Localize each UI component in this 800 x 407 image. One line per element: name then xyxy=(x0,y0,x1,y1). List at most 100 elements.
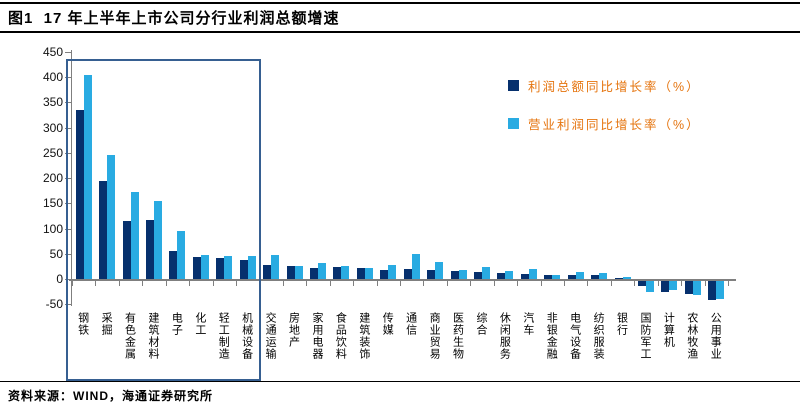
category-label-公用事业: 公用事业 xyxy=(709,312,723,360)
category-label-轻工制造: 轻工制造 xyxy=(217,312,231,360)
y-axis-label: 250 xyxy=(42,145,63,160)
category-label-房地产: 房地产 xyxy=(287,312,301,348)
bar-国防军工-operating-profit xyxy=(646,281,654,293)
category-label-采掘: 采掘 xyxy=(100,312,114,336)
bar-有色金属-total-profit xyxy=(122,220,131,279)
bar-汽车-operating-profit xyxy=(528,268,537,279)
category-label-商业贸易: 商业贸易 xyxy=(428,312,442,360)
bar-家用电器-total-profit xyxy=(310,268,318,279)
category-label-机械设备: 机械设备 xyxy=(240,312,254,360)
bar-农林牧渔-operating-profit xyxy=(692,281,701,295)
x-axis-tick xyxy=(189,281,191,286)
bar-通信-operating-profit xyxy=(411,254,420,279)
category-label-农林牧渔: 农林牧渔 xyxy=(685,312,699,360)
x-axis-tick xyxy=(236,281,237,286)
x-axis-tick xyxy=(587,281,589,286)
bar-机械设备-total-profit xyxy=(239,259,248,279)
bar-采掘-total-profit xyxy=(99,181,108,279)
bar-传媒-operating-profit xyxy=(388,265,397,279)
highlight-box xyxy=(66,59,262,381)
bar-银行-operating-profit xyxy=(622,277,631,279)
bar-建筑材料-total-profit xyxy=(146,220,154,279)
x-axis-tick xyxy=(306,281,308,286)
legend-label-operating-profit-growth: 营业利润同比增长率（%） xyxy=(528,118,701,132)
bar-计算机-operating-profit xyxy=(669,281,678,290)
bar-化工-total-profit xyxy=(192,257,201,279)
bar-房地产-operating-profit xyxy=(294,265,303,279)
bar-采掘-operating-profit xyxy=(107,155,116,279)
x-axis-tick xyxy=(376,281,378,286)
bar-商业贸易-operating-profit xyxy=(435,262,444,279)
y-axis-tick xyxy=(65,52,71,53)
x-axis-tick xyxy=(118,281,120,286)
bar-传媒-total-profit xyxy=(380,269,389,279)
bar-非银金融-operating-profit xyxy=(552,275,561,279)
bar-轻工制造-total-profit xyxy=(216,257,225,279)
y-axis-label: 450 xyxy=(42,45,63,59)
bar-食品饮料-operating-profit xyxy=(341,265,350,279)
x-axis-tick xyxy=(95,281,97,286)
category-label-传媒: 传媒 xyxy=(381,312,395,336)
bar-有色金属-operating-profit xyxy=(130,192,139,279)
bar-医药生物-operating-profit xyxy=(458,269,467,279)
category-label-建筑材料: 建筑材料 xyxy=(146,312,160,360)
bar-电子-operating-profit xyxy=(177,231,186,279)
x-axis-tick xyxy=(540,281,542,286)
category-label-非银金融: 非银金融 xyxy=(545,312,559,360)
category-label-计算机: 计算机 xyxy=(662,312,676,348)
bar-建筑材料-operating-profit xyxy=(154,201,162,279)
x-axis-tick xyxy=(212,281,214,286)
x-axis-tick xyxy=(72,281,73,286)
bar-房地产-total-profit xyxy=(286,265,295,279)
x-axis-tick xyxy=(634,281,636,286)
bar-电子-total-profit xyxy=(169,251,178,279)
y-axis-label: 0 xyxy=(56,272,63,286)
legend-label-total-profit-growth: 利润总额同比增长率（%） xyxy=(528,80,701,94)
category-label-通信: 通信 xyxy=(404,312,418,336)
bar-公用事业-operating-profit xyxy=(716,281,725,299)
bar-国防军工-total-profit xyxy=(638,281,646,287)
bar-计算机-total-profit xyxy=(661,281,670,293)
y-axis-label: 100 xyxy=(42,221,63,236)
x-axis-tick xyxy=(165,281,167,286)
y-axis-label: 400 xyxy=(42,70,63,85)
y-axis-line xyxy=(71,50,72,307)
chart-legend: 利润总额同比增长率（%） 营业利润同比增长率（%） xyxy=(508,76,701,152)
source-rule xyxy=(0,381,800,382)
legend-swatch-dark-icon xyxy=(508,80,519,91)
category-label-建筑装饰: 建筑装饰 xyxy=(357,312,371,360)
bar-化工-operating-profit xyxy=(200,255,209,279)
bar-休闲服务-operating-profit xyxy=(505,270,514,279)
x-axis-tick xyxy=(423,281,425,286)
y-axis-label: 50 xyxy=(49,246,63,261)
legend-item-total-profit-growth: 利润总额同比增长率（%） xyxy=(508,76,701,95)
bar-休闲服务-total-profit xyxy=(497,273,506,279)
x-axis-tick xyxy=(446,281,448,286)
category-label-医药生物: 医药生物 xyxy=(451,312,465,360)
bar-电气设备-operating-profit xyxy=(575,272,584,279)
category-label-食品饮料: 食品饮料 xyxy=(334,312,348,360)
bar-钢铁-operating-profit xyxy=(83,74,92,279)
y-axis-label: 350 xyxy=(42,95,63,110)
bar-综合-total-profit xyxy=(474,271,482,279)
category-label-钢铁: 钢铁 xyxy=(76,312,90,336)
bar-商业贸易-total-profit xyxy=(427,269,436,279)
bar-交通运输-total-profit xyxy=(263,264,272,279)
bar-纺织服装-operating-profit xyxy=(599,272,608,279)
x-axis-line xyxy=(69,279,736,281)
category-label-银行: 银行 xyxy=(615,312,629,336)
bar-钢铁-total-profit xyxy=(75,110,84,279)
category-label-综合: 综合 xyxy=(474,312,488,336)
category-label-有色金属: 有色金属 xyxy=(123,312,137,360)
top-rule xyxy=(0,2,800,4)
bar-通信-total-profit xyxy=(403,269,412,279)
x-axis-tick xyxy=(657,281,659,286)
title-rule xyxy=(0,31,800,33)
y-axis-label: 200 xyxy=(42,171,63,186)
bar-银行-total-profit xyxy=(614,277,623,279)
y-axis-label: 150 xyxy=(42,196,63,211)
x-axis-tick xyxy=(681,281,683,286)
bar-轻工制造-operating-profit xyxy=(224,256,233,279)
category-label-汽车: 汽车 xyxy=(521,312,535,336)
